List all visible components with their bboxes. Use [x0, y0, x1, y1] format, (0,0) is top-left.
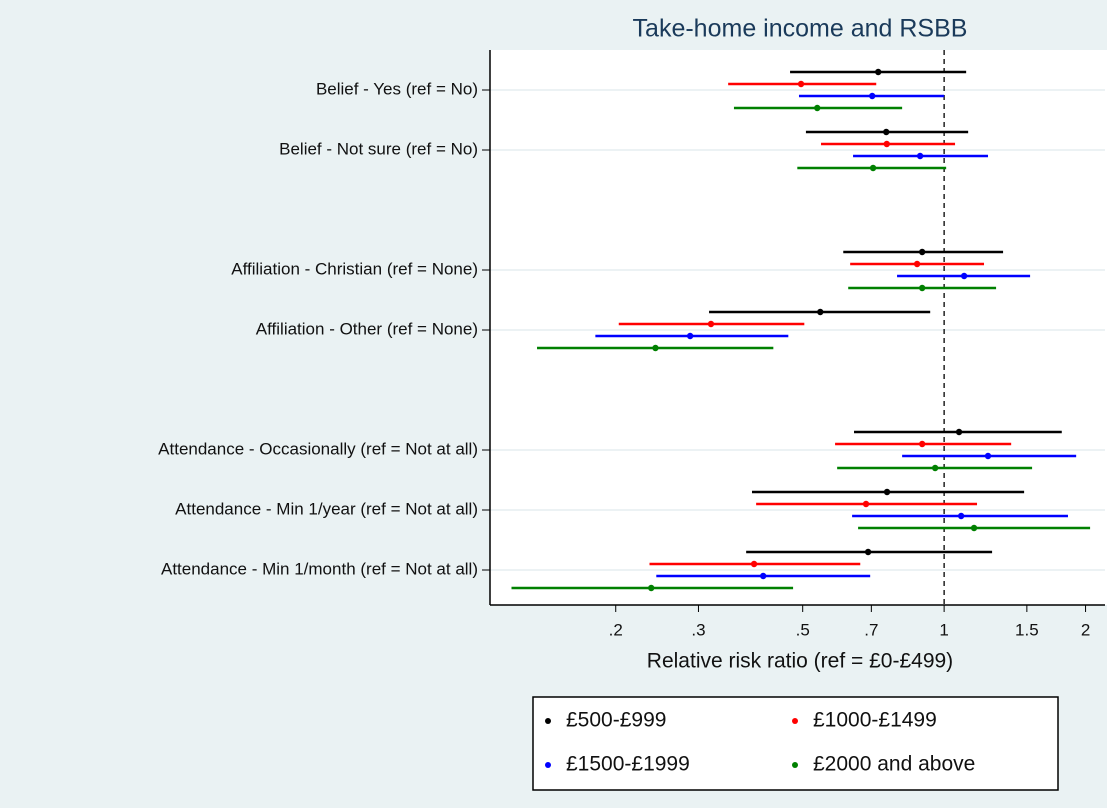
y-tick-label: Attendance - Occasionally (ref = Not at …: [158, 439, 478, 458]
point: [707, 320, 715, 328]
point: [817, 308, 824, 316]
legend-marker: [545, 762, 551, 768]
point: [984, 452, 992, 460]
legend: [532, 696, 1059, 791]
x-tick-label: 1.5: [1015, 620, 1039, 639]
plot-area: [490, 50, 1107, 605]
point: [759, 572, 767, 580]
point: [869, 92, 876, 100]
y-tick-label: Attendance - Min 1/year (ref = Not at al…: [175, 499, 478, 518]
y-tick-label: Belief - Not sure (ref = No): [279, 139, 478, 158]
y-tick-label: Affiliation - Christian (ref = None): [231, 259, 478, 278]
y-tick-label: Attendance - Min 1/month (ref = Not at a…: [161, 559, 478, 578]
x-axis-label: Relative risk ratio (ref = £0-£499): [647, 650, 953, 673]
x-tick-label: .2: [609, 620, 623, 639]
legend-marker: [792, 762, 798, 768]
point: [864, 548, 872, 556]
x-tick-label: .7: [864, 620, 878, 639]
legend-label: £2000 and above: [813, 753, 975, 776]
point: [918, 248, 926, 256]
point: [750, 560, 758, 568]
point: [883, 140, 890, 148]
point: [875, 68, 882, 76]
x-tick-label: .5: [796, 620, 810, 639]
point: [814, 104, 821, 112]
point: [970, 524, 978, 532]
point: [916, 152, 924, 160]
y-tick-label: Affiliation - Other (ref = None): [256, 319, 478, 338]
x-tick-label: 1: [939, 620, 948, 639]
point: [918, 284, 926, 292]
legend-label: £1500-£1999: [566, 753, 690, 776]
point: [686, 332, 694, 340]
legend-label: £1000-£1499: [813, 709, 937, 732]
x-tick-label: 2: [1081, 620, 1090, 639]
point: [957, 512, 965, 520]
x-tick-label: .3: [691, 620, 705, 639]
point: [648, 584, 655, 592]
point: [918, 440, 926, 448]
point: [869, 164, 877, 172]
legend-marker: [545, 718, 551, 724]
legend-marker: [792, 718, 798, 724]
point: [931, 464, 939, 472]
point: [652, 344, 659, 352]
y-tick-label: Belief - Yes (ref = No): [316, 79, 478, 98]
point: [955, 428, 963, 436]
point: [797, 80, 805, 88]
point: [883, 128, 890, 136]
legend-label: £500-£999: [566, 709, 666, 732]
point: [883, 488, 891, 496]
chart-title: Take-home income and RSBB: [633, 15, 968, 43]
point: [862, 500, 870, 508]
point: [960, 272, 968, 280]
point: [913, 260, 921, 268]
